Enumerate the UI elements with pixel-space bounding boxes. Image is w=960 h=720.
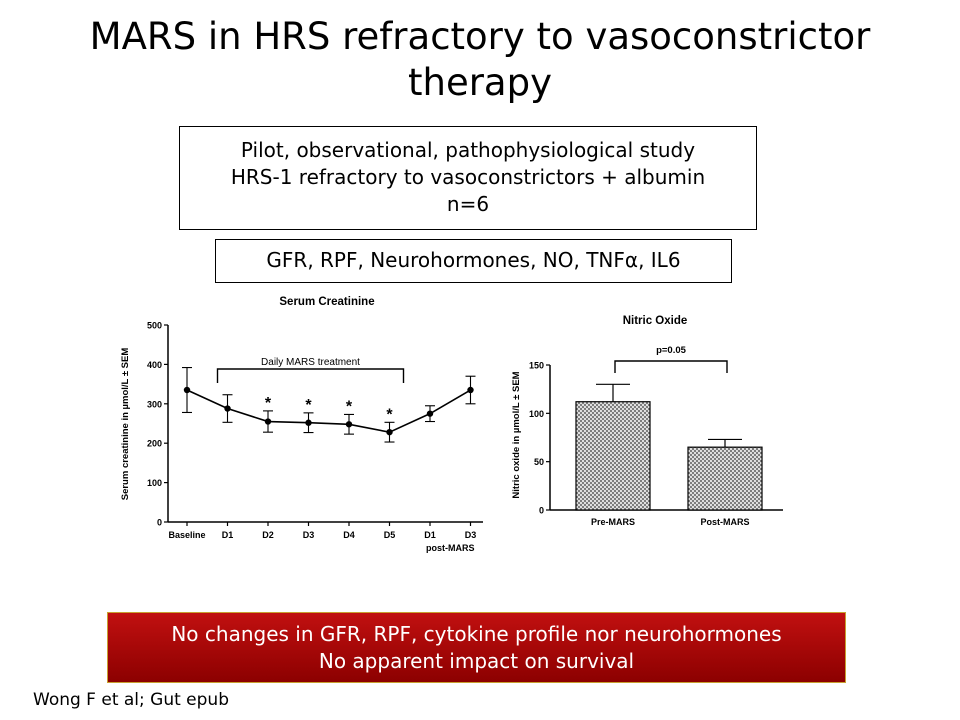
y-tick-label: 50: [534, 457, 544, 467]
y-tick-label: 0: [157, 518, 162, 528]
serum-creatinine-chart: Serum Creatinine Serum creatinine in µmo…: [120, 296, 483, 553]
title-line-2: therapy: [408, 61, 552, 104]
axes: 0 100 200 300 400 500 Baseline D1 D2 D3 D4 D5 D1 D3 po…: [147, 321, 483, 553]
study-line-1: Pilot, observational, pathophysiological…: [240, 138, 696, 162]
data-point: [386, 428, 393, 436]
title-line-1: MARS in HRS refractory to vasoconstricto…: [89, 15, 871, 58]
y-axis-label: Nitric oxide in µmol/L ± SEM: [511, 371, 522, 498]
x-tick-label: D3: [465, 530, 477, 540]
significance-marker: *: [386, 406, 393, 423]
p-value-bracket: [614, 360, 728, 373]
data-marks: p=0.05: [575, 345, 763, 511]
y-tick-label: 100: [147, 478, 162, 488]
x-tick-label: Baseline: [168, 530, 205, 540]
conclusion-line-2: No apparent impact on survival: [318, 649, 635, 673]
data-point: [224, 405, 231, 412]
significance-marker: *: [346, 398, 353, 415]
y-tick-label: 0: [539, 506, 544, 516]
x-tick-label: D4: [343, 530, 355, 540]
citation: Wong F et al; Gut epub: [33, 690, 229, 710]
conclusion-box: No changes in GFR, RPF, cytokine profile…: [107, 612, 846, 683]
x-tick-label: D3: [303, 530, 315, 540]
slide-title: MARS in HRS refractory to vasoconstricto…: [20, 14, 940, 106]
data-point: [305, 419, 312, 426]
y-tick-label: 500: [147, 321, 162, 331]
x-tick-label: D1: [424, 530, 436, 540]
data-point: [264, 418, 272, 425]
treatment-bracket: [216, 368, 405, 383]
chart-title: Serum Creatinine: [279, 296, 374, 308]
data-point: [345, 421, 353, 428]
parameters-box: GFR, RPF, Neurohormones, NO, TNFα, IL6: [215, 239, 732, 283]
x-tick-label: Post-MARS: [701, 517, 750, 527]
data-point: [426, 410, 434, 417]
nitric-oxide-chart: Nitric Oxide Nitric oxide in µmol/L ± SE…: [511, 315, 783, 527]
y-tick-label: 100: [529, 409, 544, 419]
x-tick-label: Pre-MARS: [591, 517, 635, 527]
y-tick-label: 400: [147, 360, 162, 370]
creatinine-series-line: [186, 389, 471, 434]
bar: [575, 401, 651, 511]
y-tick-label: 200: [147, 439, 162, 449]
bracket-label: Daily MARS treatment: [261, 357, 360, 368]
data-point: [183, 386, 191, 394]
y-tick-label: 150: [529, 361, 544, 371]
data-marks: Daily MARS treatment * * * *: [182, 357, 476, 443]
x-tick-label: D5: [384, 530, 396, 540]
x-tick-label: D2: [262, 530, 274, 540]
study-line-2: HRS-1 refractory to vasoconstrictors + a…: [230, 165, 706, 189]
bar: [687, 446, 763, 511]
parameters-text: GFR, RPF, Neurohormones, NO, TNFα, IL6: [266, 248, 681, 272]
y-tick-label: 300: [147, 399, 162, 409]
significance-marker: *: [305, 397, 312, 414]
data-point: [467, 386, 474, 394]
conclusion-line-1: No changes in GFR, RPF, cytokine profile…: [171, 622, 782, 646]
chart-title: Nitric Oxide: [623, 315, 688, 327]
study-design-box: Pilot, observational, pathophysiological…: [179, 126, 757, 230]
p-value-label: p=0.05: [656, 345, 687, 356]
y-axis-label: Serum creatinine in µmol/L ± SEM: [120, 348, 131, 501]
study-line-3: n=6: [446, 192, 490, 216]
x-tick-label: D1: [222, 530, 234, 540]
x-group-label: post-MARS: [426, 543, 475, 553]
significance-marker: *: [265, 395, 272, 412]
